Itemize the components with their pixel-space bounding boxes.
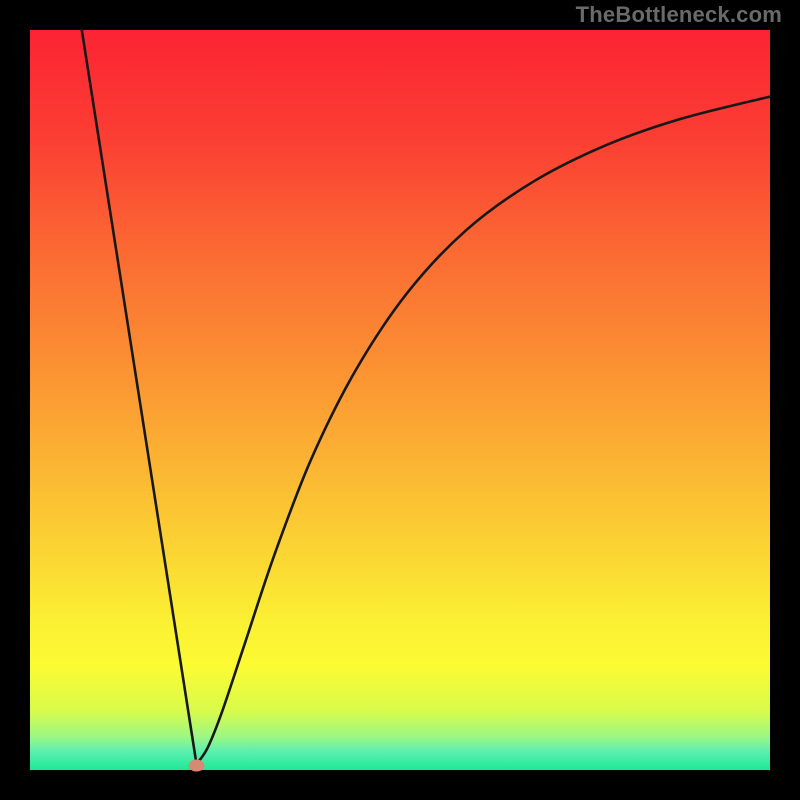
plot-border-bottom: [0, 770, 800, 800]
plot-background: [30, 30, 770, 770]
plot-border-right: [770, 0, 800, 800]
optimum-marker: [189, 760, 205, 772]
watermark-text: TheBottleneck.com: [576, 2, 782, 28]
bottleneck-curve-plot: [0, 0, 800, 800]
plot-border-left: [0, 0, 30, 800]
figure-container: TheBottleneck.com: [0, 0, 800, 800]
